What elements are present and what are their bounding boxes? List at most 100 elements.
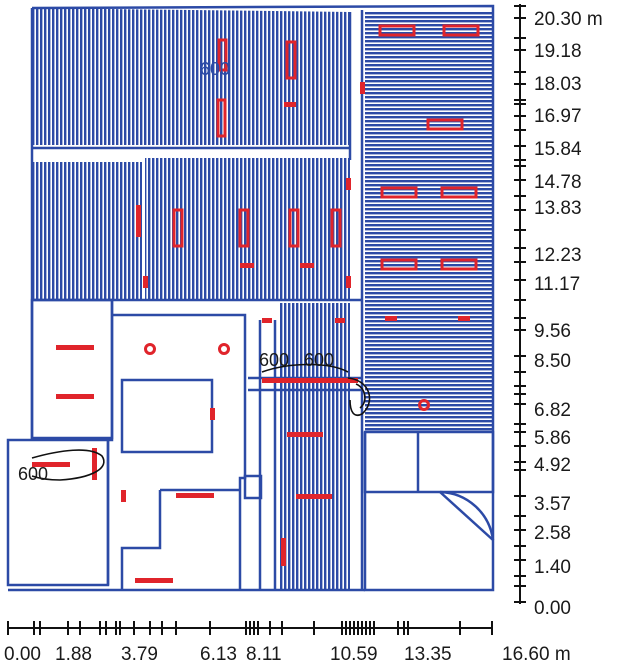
contour-label: 600 — [18, 464, 48, 484]
door-leaf — [439, 491, 494, 541]
x-tick-label: 0.00 — [4, 644, 41, 665]
room-inner-l — [120, 378, 214, 454]
x-tick-label: 1.88 — [55, 644, 92, 665]
y-tick-label: 18.03 — [534, 74, 582, 95]
contour-label: 600 — [304, 350, 334, 370]
contour-label: 600 — [200, 59, 230, 79]
y-tick-label: 3.57 — [534, 494, 571, 515]
fixture-bar — [360, 82, 365, 94]
y-axis: 20.30 m 19.18 18.03 16.97 15.84 14.78 13… — [514, 4, 603, 619]
contour-line — [31, 449, 105, 481]
y-tick-label: 5.86 — [534, 428, 571, 449]
fixture-bar — [176, 493, 214, 498]
fixture-bar — [346, 178, 351, 190]
fixture — [238, 208, 250, 248]
y-tick-label: 4.92 — [534, 455, 571, 476]
fixture-bar — [385, 316, 397, 321]
zone-middle-left — [32, 162, 142, 300]
x-tick-label: 8.11 — [246, 644, 282, 665]
y-tick-label: 16.97 — [534, 106, 582, 127]
fixture — [288, 208, 300, 248]
room-inner-2 — [120, 488, 240, 590]
fixture-round — [418, 399, 430, 411]
fixture-bar — [296, 494, 332, 499]
y-tick-label: 11.17 — [534, 274, 580, 295]
fixture-bar — [335, 318, 345, 323]
fixture — [440, 186, 478, 199]
fixture-bars — [32, 82, 470, 583]
y-tick-label: 9.56 — [534, 321, 571, 342]
x-tick-label: 3.79 — [121, 644, 158, 665]
fixture — [440, 258, 478, 271]
fixture — [380, 186, 418, 199]
fixture — [285, 40, 297, 80]
room-right-lower — [363, 430, 495, 494]
y-tick-label: 2.58 — [534, 523, 571, 544]
hatched-zones — [32, 8, 493, 590]
fixture-bar — [56, 345, 94, 350]
y-tick-label: 0.00 — [534, 598, 571, 619]
contour-lines — [31, 363, 371, 481]
fixture — [380, 258, 418, 271]
contour-label: 600 — [259, 350, 289, 370]
fixture — [378, 24, 416, 37]
y-tick-label: 20.30 m — [534, 9, 603, 30]
door — [439, 490, 495, 541]
fixture-bar — [300, 263, 314, 268]
fixtures — [144, 24, 480, 411]
room-lower-left-1 — [30, 298, 114, 440]
x-tick-label: 13.35 — [404, 644, 452, 665]
fixture — [216, 98, 227, 138]
contour-line — [347, 377, 371, 416]
y-tick-label: 19.18 — [534, 41, 582, 62]
contour-line — [355, 383, 366, 409]
outer-wall — [31, 4, 495, 592]
fixture-round — [218, 343, 230, 355]
fixture-bar — [262, 318, 272, 323]
y-tick-label: 15.84 — [534, 139, 582, 160]
door-swing-arc — [439, 490, 495, 541]
y-axis-ticks — [514, 5, 526, 603]
fixture-bar — [32, 462, 70, 467]
y-tick-label: 14.78 — [534, 172, 582, 193]
y-tick-label: 8.50 — [534, 351, 571, 372]
fixture — [172, 208, 184, 248]
fixture-bar — [346, 276, 351, 288]
zone-top-left-band — [32, 8, 350, 145]
y-tick-label: 6.82 — [534, 400, 571, 421]
x-tick-label: 16.60 m — [502, 644, 571, 665]
fixture-bar — [92, 448, 97, 480]
x-tick-label: 6.13 — [200, 644, 237, 665]
fixture-bar — [143, 276, 148, 288]
fixture — [442, 24, 480, 37]
fixture-bar — [287, 432, 323, 437]
fixture-bar — [136, 205, 141, 237]
contour-label-group: 600 600 600 600 — [18, 59, 334, 484]
y-tick-label: 12.23 — [534, 245, 582, 266]
room-bottom-left — [6, 438, 110, 587]
y-tick-label: 13.83 — [534, 198, 582, 219]
y-tick-label: 1.40 — [534, 557, 571, 578]
zone-corridor — [280, 303, 350, 590]
fixture-bar — [284, 102, 296, 107]
fixture-bar — [121, 490, 126, 502]
contour-line — [261, 363, 349, 373]
fixture — [426, 118, 464, 131]
fixture-bar — [56, 394, 94, 399]
x-tick-label: 10.59 — [330, 644, 378, 665]
fixture — [330, 208, 342, 248]
room-bottom-center — [243, 474, 263, 500]
fixture — [217, 38, 228, 72]
fixture-bar — [262, 378, 358, 383]
fixture-bar — [135, 578, 173, 583]
zone-right-block — [365, 12, 493, 432]
fixture-bar — [281, 538, 286, 566]
x-axis: 0.00 1.88 3.79 6.13 8.11 10.59 13.35 16.… — [4, 621, 571, 665]
fixture-round — [144, 343, 156, 355]
fixture-bar — [240, 263, 254, 268]
fixture-bar — [458, 316, 470, 321]
walls — [6, 4, 495, 592]
x-axis-ticks — [7, 621, 493, 635]
fixture-bar — [210, 408, 215, 420]
